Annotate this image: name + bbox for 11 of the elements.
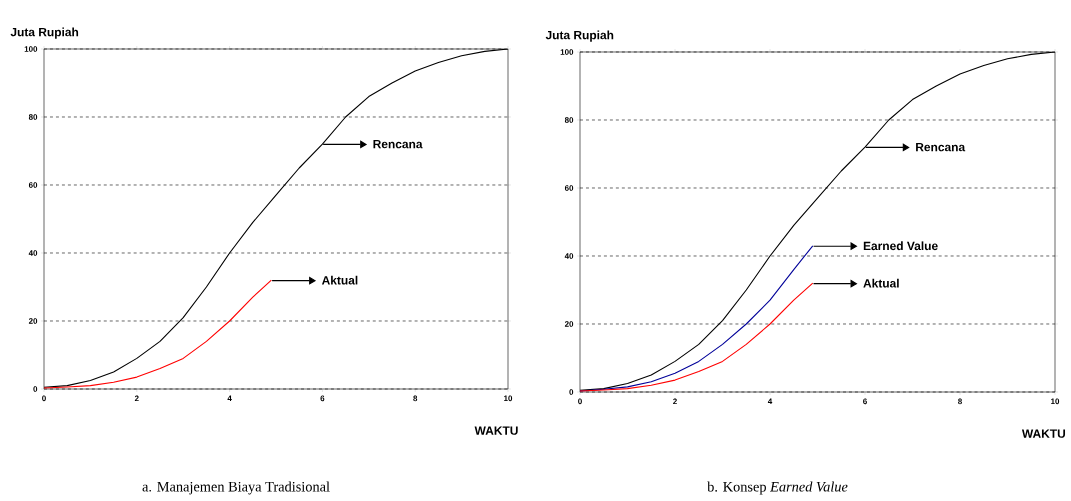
annotation: Rencana [373, 139, 423, 149]
y-axis-title: Juta Rupiah [545, 30, 614, 42]
annotation: Earned Value [863, 241, 938, 251]
annotation: Aktual [321, 275, 358, 285]
x-axis-title: WAKTU [474, 426, 518, 435]
annotation: Aktual [863, 278, 899, 288]
y-axis-title: Juta Rupiah [10, 27, 79, 39]
x-axis-title: WAKTU [1021, 429, 1066, 438]
text: b. Konsep Earned Value [707, 481, 848, 495]
annotation: Rencana [916, 142, 966, 152]
text: a. Manajemen Biaya Tradisional [142, 481, 330, 495]
